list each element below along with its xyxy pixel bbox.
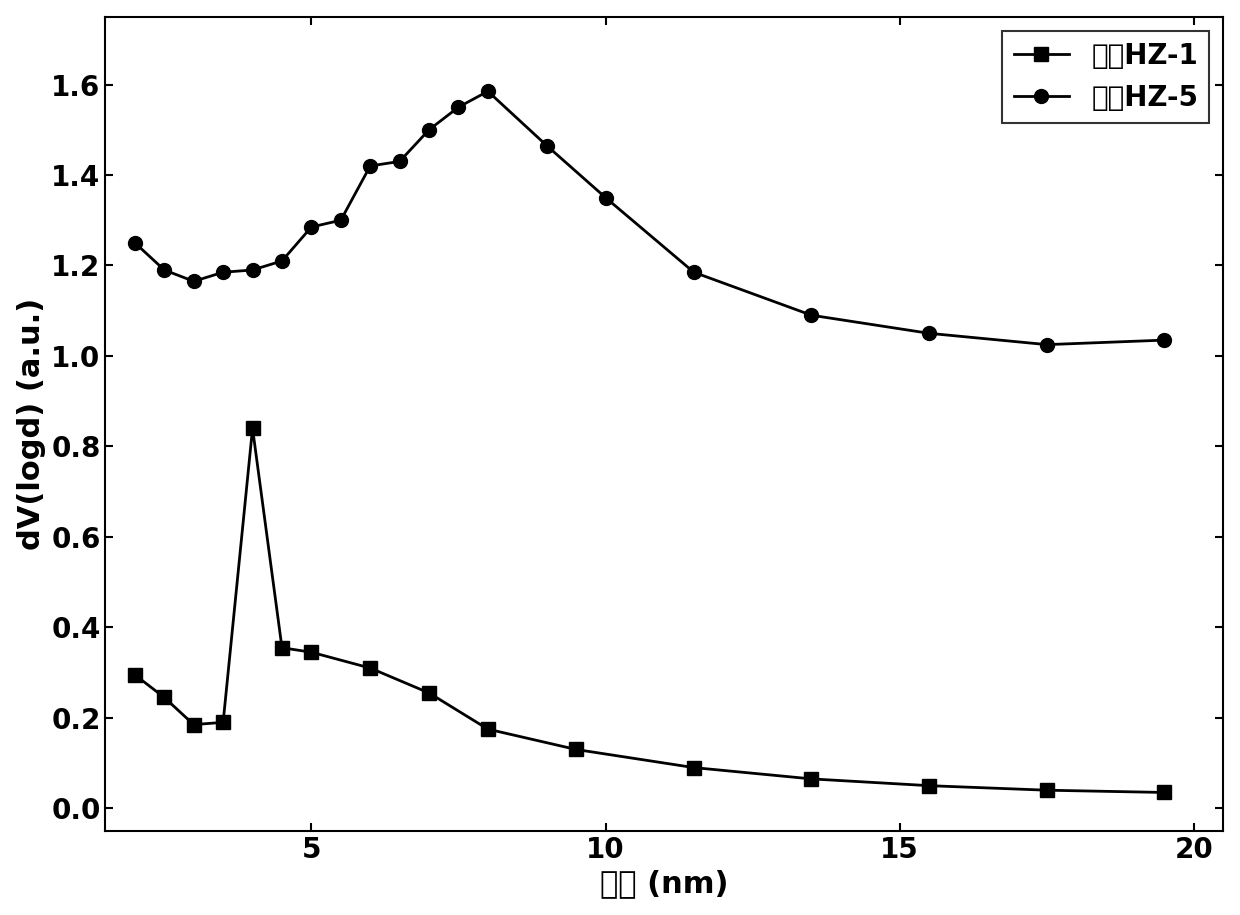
X-axis label: 孔径 (nm): 孔径 (nm): [600, 869, 729, 899]
样品HZ-5: [422, 124, 436, 135]
样品HZ-1: [569, 744, 584, 755]
样品HZ-5: [1039, 339, 1054, 350]
样品HZ-5: [274, 255, 289, 266]
Legend: 样品HZ-1, 样品HZ-5: 样品HZ-1, 样品HZ-5: [1002, 30, 1209, 123]
样品HZ-5: [363, 160, 378, 171]
Line: 样品HZ-1: 样品HZ-1: [128, 422, 1172, 800]
样品HZ-5: [392, 156, 407, 167]
样品HZ-1: [363, 662, 378, 673]
样品HZ-1: [1157, 787, 1172, 798]
样品HZ-5: [921, 328, 936, 339]
Y-axis label: dV(logd) (a.u.): dV(logd) (a.u.): [16, 297, 46, 550]
样品HZ-5: [804, 310, 818, 321]
样品HZ-1: [274, 642, 289, 653]
样品HZ-1: [1039, 785, 1054, 796]
样品HZ-5: [304, 221, 319, 232]
样品HZ-5: [334, 215, 348, 226]
样品HZ-5: [480, 86, 495, 97]
样品HZ-1: [128, 670, 143, 681]
样品HZ-5: [156, 264, 171, 275]
样品HZ-1: [304, 647, 319, 658]
样品HZ-5: [246, 264, 260, 275]
样品HZ-1: [186, 719, 201, 730]
样品HZ-1: [921, 780, 936, 791]
样品HZ-5: [451, 102, 466, 113]
样品HZ-1: [422, 687, 436, 698]
样品HZ-1: [156, 692, 171, 703]
样品HZ-5: [598, 192, 613, 203]
样品HZ-1: [246, 423, 260, 434]
样品HZ-5: [687, 267, 702, 278]
样品HZ-5: [186, 275, 201, 286]
样品HZ-5: [216, 267, 231, 278]
样品HZ-5: [128, 237, 143, 248]
样品HZ-1: [216, 716, 231, 727]
样品HZ-1: [804, 773, 818, 784]
样品HZ-1: [687, 762, 702, 773]
样品HZ-1: [480, 724, 495, 735]
Line: 样品HZ-5: 样品HZ-5: [128, 84, 1172, 351]
样品HZ-5: [539, 140, 554, 151]
样品HZ-5: [1157, 335, 1172, 346]
